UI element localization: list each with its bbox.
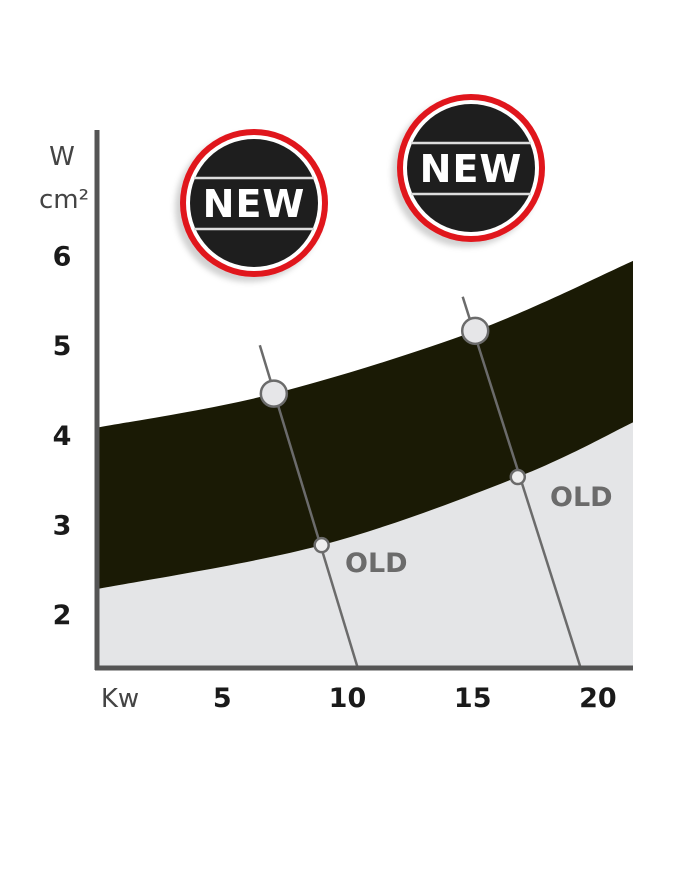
new-band-area: [97, 260, 633, 590]
new-badge: NEW: [180, 129, 328, 277]
x-tick-label: 15: [454, 683, 492, 714]
y-tick-label: 3: [53, 511, 72, 542]
new-badge-label: NEW: [420, 147, 523, 191]
new-point-marker: [460, 316, 490, 346]
new-badge: NEW: [397, 94, 545, 242]
y-tick-label: 5: [53, 331, 72, 362]
old-region-area: [97, 422, 633, 668]
y-axis-label-w: W: [49, 142, 75, 172]
old-label: OLD: [550, 482, 613, 513]
y-tick-label: 2: [53, 600, 72, 631]
y-tick-label: 4: [53, 421, 72, 452]
old-point-marker: [509, 468, 527, 486]
x-tick-label: 5: [213, 683, 232, 714]
y-tick-label: 6: [53, 242, 72, 273]
x-tick-label: 10: [329, 683, 367, 714]
new-point-marker: [259, 379, 289, 408]
x-tick-label: 20: [579, 683, 617, 714]
x-axis-label: Kw: [101, 684, 139, 714]
old-point-marker: [313, 536, 330, 554]
old-label: OLD: [345, 548, 408, 579]
new-badge-label: NEW: [203, 182, 306, 226]
y-axis-label-cm2: cm²: [39, 185, 89, 215]
